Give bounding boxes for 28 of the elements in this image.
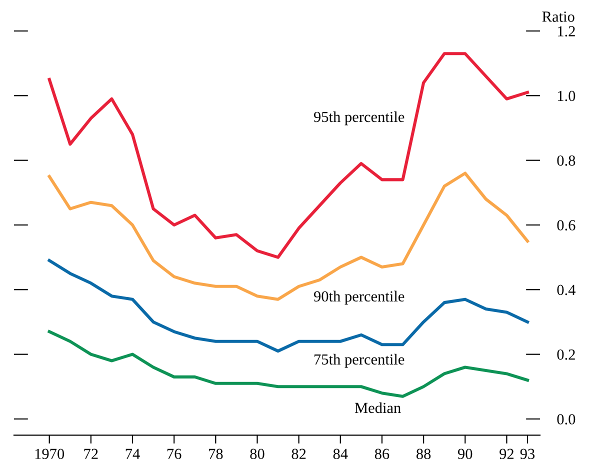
- series-label: 75th percentile: [314, 354, 404, 368]
- y-tick-label: 1.0: [558, 90, 576, 102]
- x-tick-label: 86: [374, 448, 390, 459]
- x-tick-label: 93: [520, 448, 535, 459]
- x-tick-label: 76: [167, 448, 182, 459]
- series-label: 90th percentile: [314, 290, 404, 305]
- line-series: [48, 259, 530, 353]
- line-series: [48, 330, 530, 398]
- x-tick-label: 82: [292, 448, 306, 459]
- series-label: 95th percentile: [314, 111, 404, 126]
- y-tick-label: 0.4: [557, 284, 576, 296]
- line-series: [48, 52, 530, 259]
- x-tick-label: 92: [500, 448, 514, 459]
- x-tick-label: 80: [250, 448, 264, 459]
- x-tick-label: 1970: [35, 448, 64, 459]
- x-tick-label: 88: [416, 448, 431, 459]
- y-tick-label: 0.8: [557, 155, 576, 166]
- x-tick-label: 84: [333, 448, 348, 459]
- series-label: Median: [354, 402, 401, 414]
- x-tick-label: 72: [84, 448, 98, 459]
- x-tick-label: 90: [458, 448, 472, 459]
- x-tick-label: 78: [209, 448, 223, 459]
- y-tick-label: 0.2: [557, 349, 575, 360]
- y-tick-label: 0.6: [557, 220, 576, 230]
- y-axis-title: Ratio: [542, 12, 574, 22]
- x-tick-label: 74: [126, 448, 140, 459]
- y-tick-label: 1.2: [558, 26, 575, 36]
- y-tick-label: 0.0: [557, 414, 576, 424]
